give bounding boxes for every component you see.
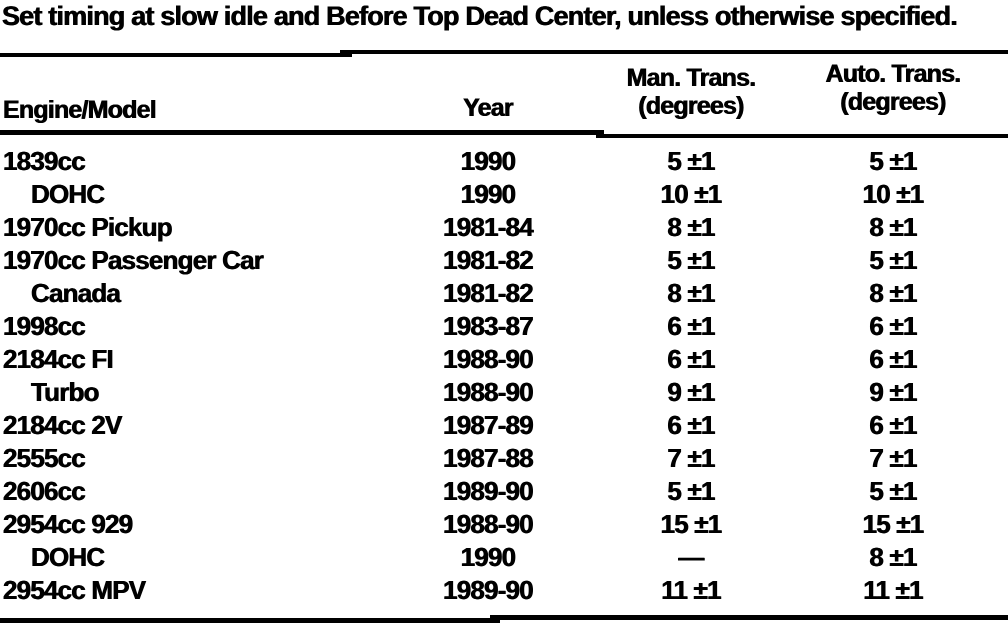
- table-row: DOHC 1990 10 ±1 10 ±1: [0, 178, 1008, 211]
- engine-model-cell: 2954cc MPV: [3, 575, 146, 605]
- year-cell: 1988-90: [443, 377, 534, 407]
- engine-model-cell: DOHC: [31, 179, 105, 209]
- table-row: Canada 1981-82 8 ±1 8 ±1: [0, 277, 1008, 310]
- table-row: 2184cc 2V 1987-89 6 ±1 6 ±1: [0, 409, 1008, 442]
- column-header-year: Year: [463, 94, 513, 122]
- year-cell: 1990: [460, 179, 516, 209]
- table-row: 2606cc 1989-90 5 ±1 5 ±1: [0, 475, 1008, 508]
- auto-trans-cell: 5 ±1: [869, 245, 917, 275]
- year-cell: 1983-87: [443, 311, 534, 341]
- man-trans-cell: 8 ±1: [667, 212, 715, 242]
- auto-trans-cell: 15 ±1: [862, 509, 925, 539]
- engine-model-cell: 2954cc 929: [3, 509, 133, 539]
- table-row: 2184cc FI 1988-90 6 ±1 6 ±1: [0, 343, 1008, 376]
- year-cell: 1988-90: [443, 344, 534, 374]
- table-row: 1839cc 1990 5 ±1 5 ±1: [0, 145, 1008, 178]
- year-cell: 1989-90: [443, 575, 534, 605]
- year-cell: 1987-88: [443, 443, 534, 473]
- table-row: Turbo 1988-90 9 ±1 9 ±1: [0, 376, 1008, 409]
- man-trans-cell: 7 ±1: [667, 443, 715, 473]
- engine-model-cell: Canada: [31, 278, 121, 308]
- auto-trans-cell: 7 ±1: [869, 443, 917, 473]
- man-trans-cell: 5 ±1: [667, 245, 715, 275]
- auto-trans-cell: 8 ±1: [869, 542, 917, 572]
- engine-model-cell: 1970cc Passenger Car: [3, 245, 264, 275]
- column-header-man-trans-line1: Man. Trans.: [626, 64, 757, 92]
- year-cell: 1981-84: [443, 212, 534, 242]
- auto-trans-cell: 6 ±1: [869, 311, 917, 341]
- year-cell: 1990: [460, 542, 516, 572]
- column-header-man-trans-line2: (degrees): [638, 92, 744, 120]
- auto-trans-cell: 6 ±1: [869, 344, 917, 374]
- top-rule-left-segment: [0, 53, 352, 57]
- auto-trans-cell: 11 ±1: [863, 575, 923, 605]
- engine-model-cell: 2184cc 2V: [3, 410, 122, 440]
- year-cell: 1988-90: [443, 509, 534, 539]
- column-header-auto-trans-line2: (degrees): [840, 88, 946, 116]
- column-header-man-trans: Man. Trans. (degrees): [584, 64, 798, 120]
- year-cell: 1989-90: [443, 476, 534, 506]
- auto-trans-cell: 5 ±1: [869, 146, 917, 176]
- table-caption: Set timing at slow idle and Before Top D…: [2, 1, 958, 31]
- table-rows: 1839cc 1990 5 ±1 5 ±1 DOHC 1990 10 ±1 10…: [0, 145, 1008, 607]
- engine-model-cell: 1839cc: [3, 146, 86, 176]
- engine-model-cell: 2184cc FI: [3, 344, 114, 374]
- year-cell: 1990: [460, 146, 516, 176]
- auto-trans-cell: 6 ±1: [869, 410, 917, 440]
- auto-trans-cell: 9 ±1: [869, 377, 917, 407]
- auto-trans-cell: 8 ±1: [869, 212, 917, 242]
- column-header-auto-trans-line1: Auto. Trans.: [825, 60, 962, 88]
- bottom-rule-left-segment: [0, 618, 500, 623]
- man-trans-cell: 5 ±1: [667, 476, 715, 506]
- engine-model-cell: 2555cc: [3, 443, 86, 473]
- man-trans-cell: 9 ±1: [667, 377, 715, 407]
- man-trans-cell: 10 ±1: [660, 179, 723, 209]
- man-trans-cell: 11 ±1: [661, 575, 721, 605]
- column-header-auto-trans: Auto. Trans. (degrees): [798, 60, 988, 116]
- man-trans-cell: 5 ±1: [667, 146, 715, 176]
- table-row: 2954cc MPV 1989-90 11 ±1 11 ±1: [0, 574, 1008, 607]
- table-row: DOHC 1990 — 8 ±1: [0, 541, 1008, 574]
- engine-model-cell: 1970cc Pickup: [3, 212, 173, 242]
- engine-model-cell: 1998cc: [3, 311, 86, 341]
- year-cell: 1981-82: [443, 245, 534, 275]
- year-cell: 1987-89: [443, 410, 534, 440]
- engine-model-cell: Turbo: [31, 377, 100, 407]
- table-row: 1998cc 1983-87 6 ±1 6 ±1: [0, 310, 1008, 343]
- header-rule-right-segment: [596, 134, 1008, 138]
- man-trans-cell: 8 ±1: [667, 278, 715, 308]
- column-header-engine-model: Engine/Model: [3, 96, 157, 124]
- man-trans-cell: 15 ±1: [660, 509, 723, 539]
- engine-model-cell: DOHC: [31, 542, 105, 572]
- auto-trans-cell: 8 ±1: [869, 278, 917, 308]
- table-row: 2555cc 1987-88 7 ±1 7 ±1: [0, 442, 1008, 475]
- man-trans-cell: 6 ±1: [667, 311, 715, 341]
- table-row: 1970cc Passenger Car 1981-82 5 ±1 5 ±1: [0, 244, 1008, 277]
- auto-trans-cell: 5 ±1: [869, 476, 917, 506]
- auto-trans-cell: 10 ±1: [862, 179, 925, 209]
- man-trans-cell: 6 ±1: [667, 410, 715, 440]
- header-rule-left-segment: [0, 130, 604, 135]
- table-row: 2954cc 929 1988-90 15 ±1 15 ±1: [0, 508, 1008, 541]
- man-trans-cell: 6 ±1: [667, 344, 715, 374]
- engine-model-cell: 2606cc: [3, 476, 86, 506]
- man-trans-cell: —: [678, 542, 704, 572]
- table-row: 1970cc Pickup 1981-84 8 ±1 8 ±1: [0, 211, 1008, 244]
- bottom-rule-right-segment: [490, 615, 1008, 620]
- year-cell: 1981-82: [443, 278, 534, 308]
- top-rule-right-segment: [340, 50, 1008, 54]
